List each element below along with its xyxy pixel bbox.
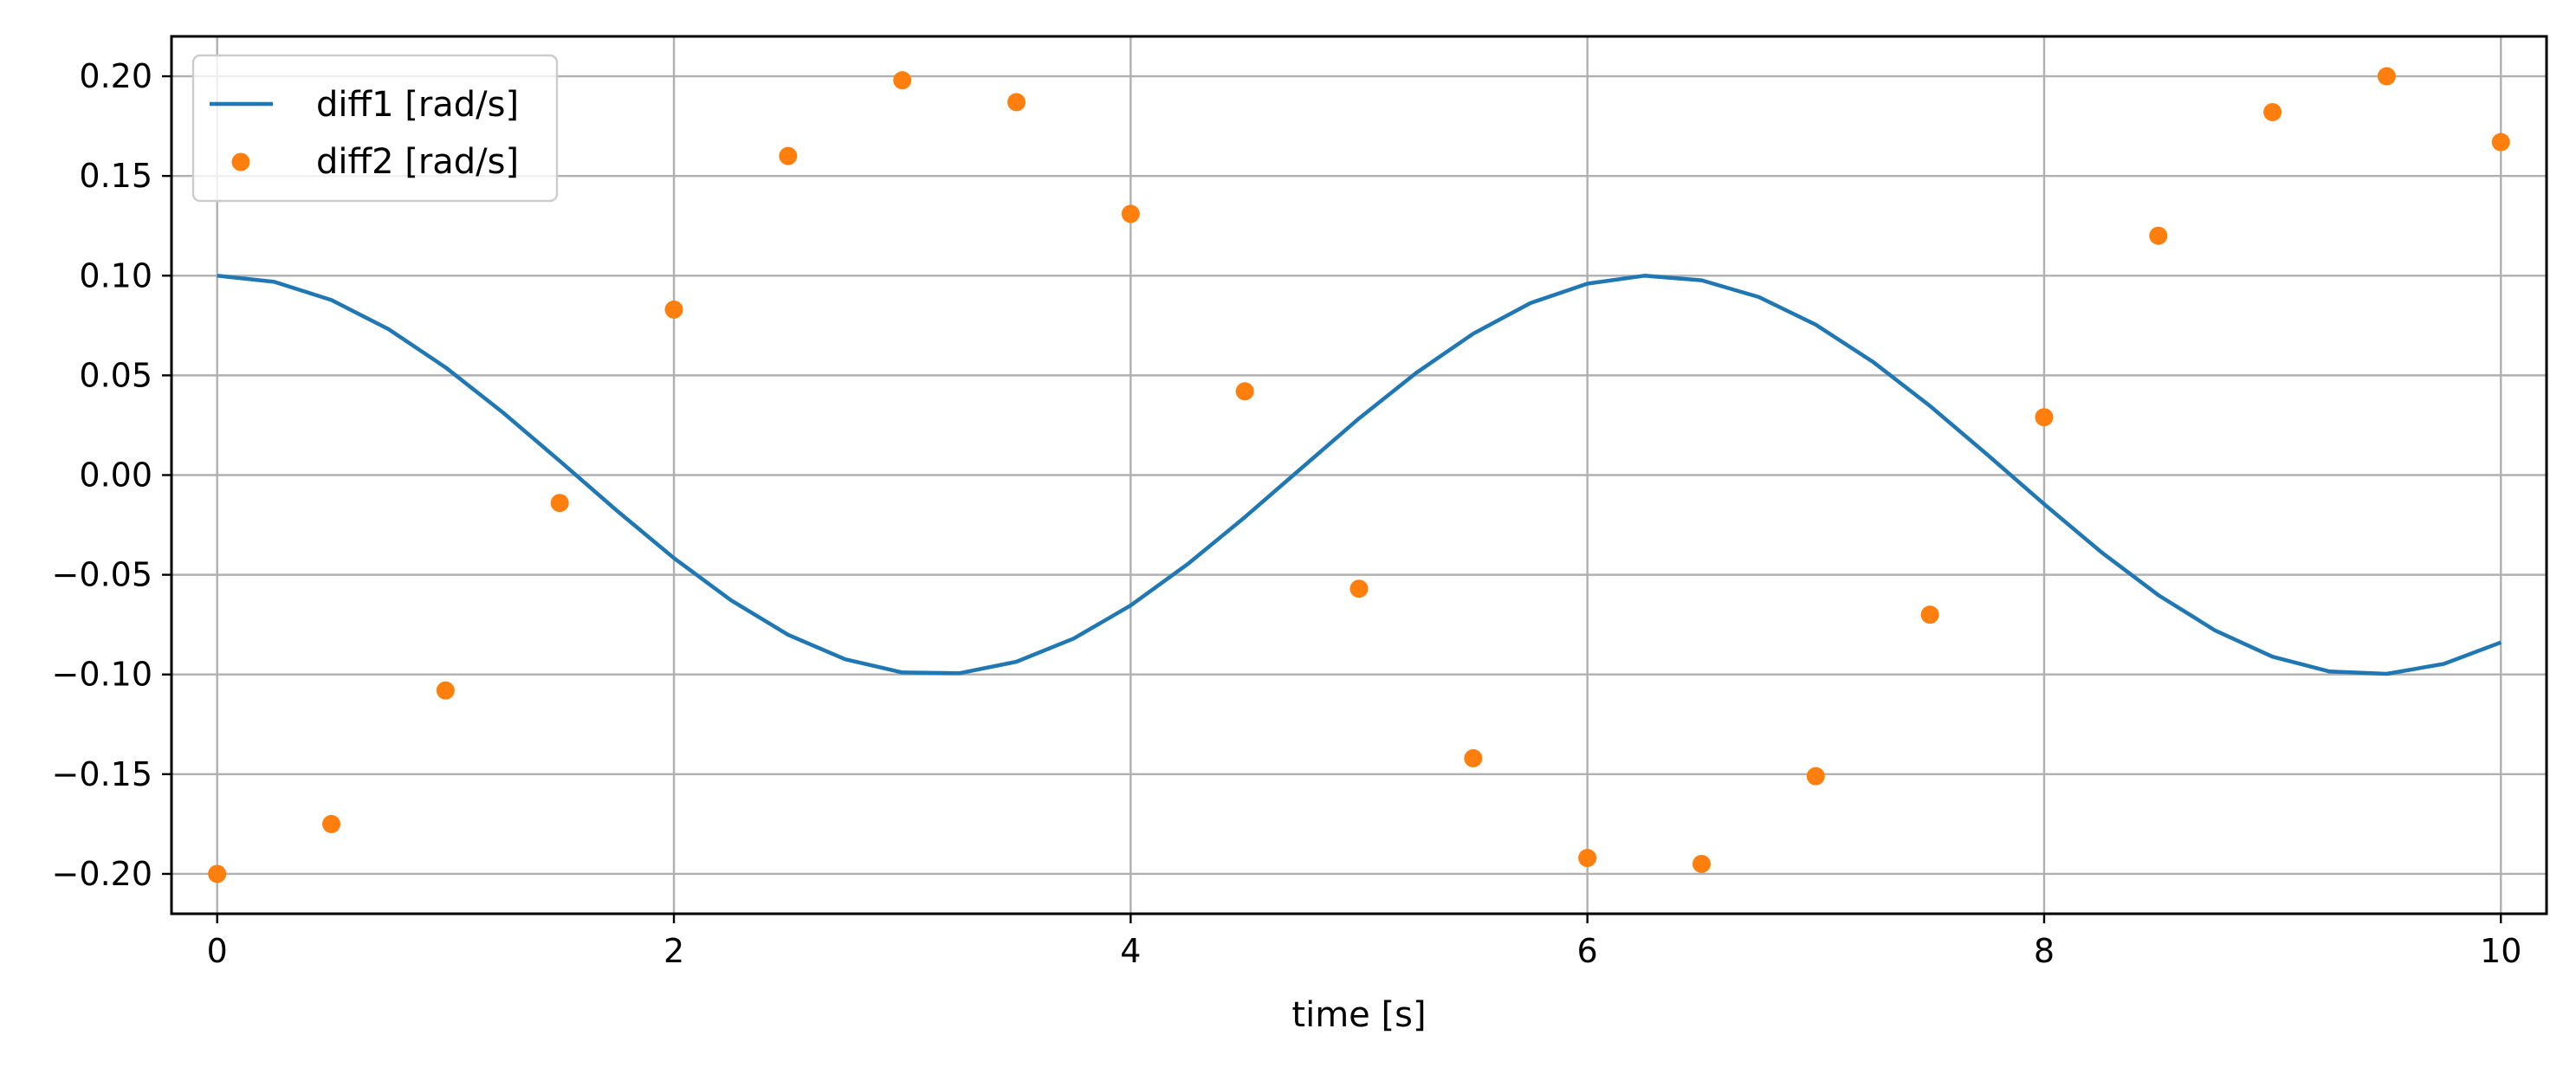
y-tick-label: −0.20 (52, 855, 152, 893)
y-tick-label: −0.05 (52, 556, 152, 594)
series-point-diff2 (2491, 133, 2510, 152)
y-tick-label: 0.10 (79, 256, 152, 294)
x-tick-label: 0 (207, 932, 228, 970)
x-tick-label: 8 (2034, 932, 2055, 970)
legend-label-diff1: diff1 [rad/s] (316, 85, 519, 125)
series-point-diff2 (1121, 204, 1140, 223)
x-tick-label: 4 (1120, 932, 1141, 970)
legend-label-diff2: diff2 [rad/s] (316, 142, 519, 182)
series-point-diff2 (208, 864, 227, 883)
series-point-diff2 (664, 300, 683, 319)
y-tick-label: 0.20 (79, 57, 152, 95)
series-point-diff2 (1007, 93, 1026, 112)
legend-box (191, 54, 559, 203)
series-point-diff2 (1806, 767, 1825, 786)
series-point-diff2 (1349, 579, 1369, 598)
y-tick-label: −0.10 (52, 656, 152, 694)
legend: diff1 [rad/s] diff2 [rad/s] (191, 54, 559, 203)
y-tick-label: 0.00 (79, 456, 152, 495)
y-tick-label: 0.15 (79, 157, 152, 195)
series-point-diff2 (1920, 605, 1939, 624)
series-point-diff2 (2035, 408, 2054, 427)
series-point-diff2 (2149, 226, 2168, 245)
series-point-diff2 (1235, 382, 1254, 401)
series-point-diff2 (1464, 748, 1483, 767)
series-point-diff2 (550, 494, 569, 513)
x-tick-label: 10 (2480, 932, 2521, 970)
series-point-diff2 (322, 814, 341, 833)
x-tick-label: 2 (663, 932, 684, 970)
legend-swatch-diff2 (231, 152, 250, 171)
series-point-diff2 (893, 71, 912, 90)
y-tick-label: 0.05 (79, 356, 152, 394)
series-point-diff2 (1578, 849, 1597, 868)
y-tick-label: −0.15 (52, 755, 152, 793)
series-point-diff2 (1692, 854, 1711, 873)
series-point-diff2 (779, 146, 798, 165)
series-point-diff2 (2263, 102, 2282, 121)
y-axis: −0.20 −0.15 −0.10 −0.05 0.00 0.05 0.10 0.15 0.20 (52, 57, 172, 893)
series-point-diff2 (2377, 67, 2396, 86)
series-point-diff2 (436, 681, 455, 700)
x-tick-label: 6 (1577, 932, 1598, 970)
grid (172, 36, 2547, 914)
series-line-diff1 (217, 274, 2502, 676)
plot-area (208, 67, 2510, 883)
x-axis-label: time [s] (1291, 995, 1426, 1035)
x-axis: 0 2 4 6 8 10 (207, 914, 2521, 970)
